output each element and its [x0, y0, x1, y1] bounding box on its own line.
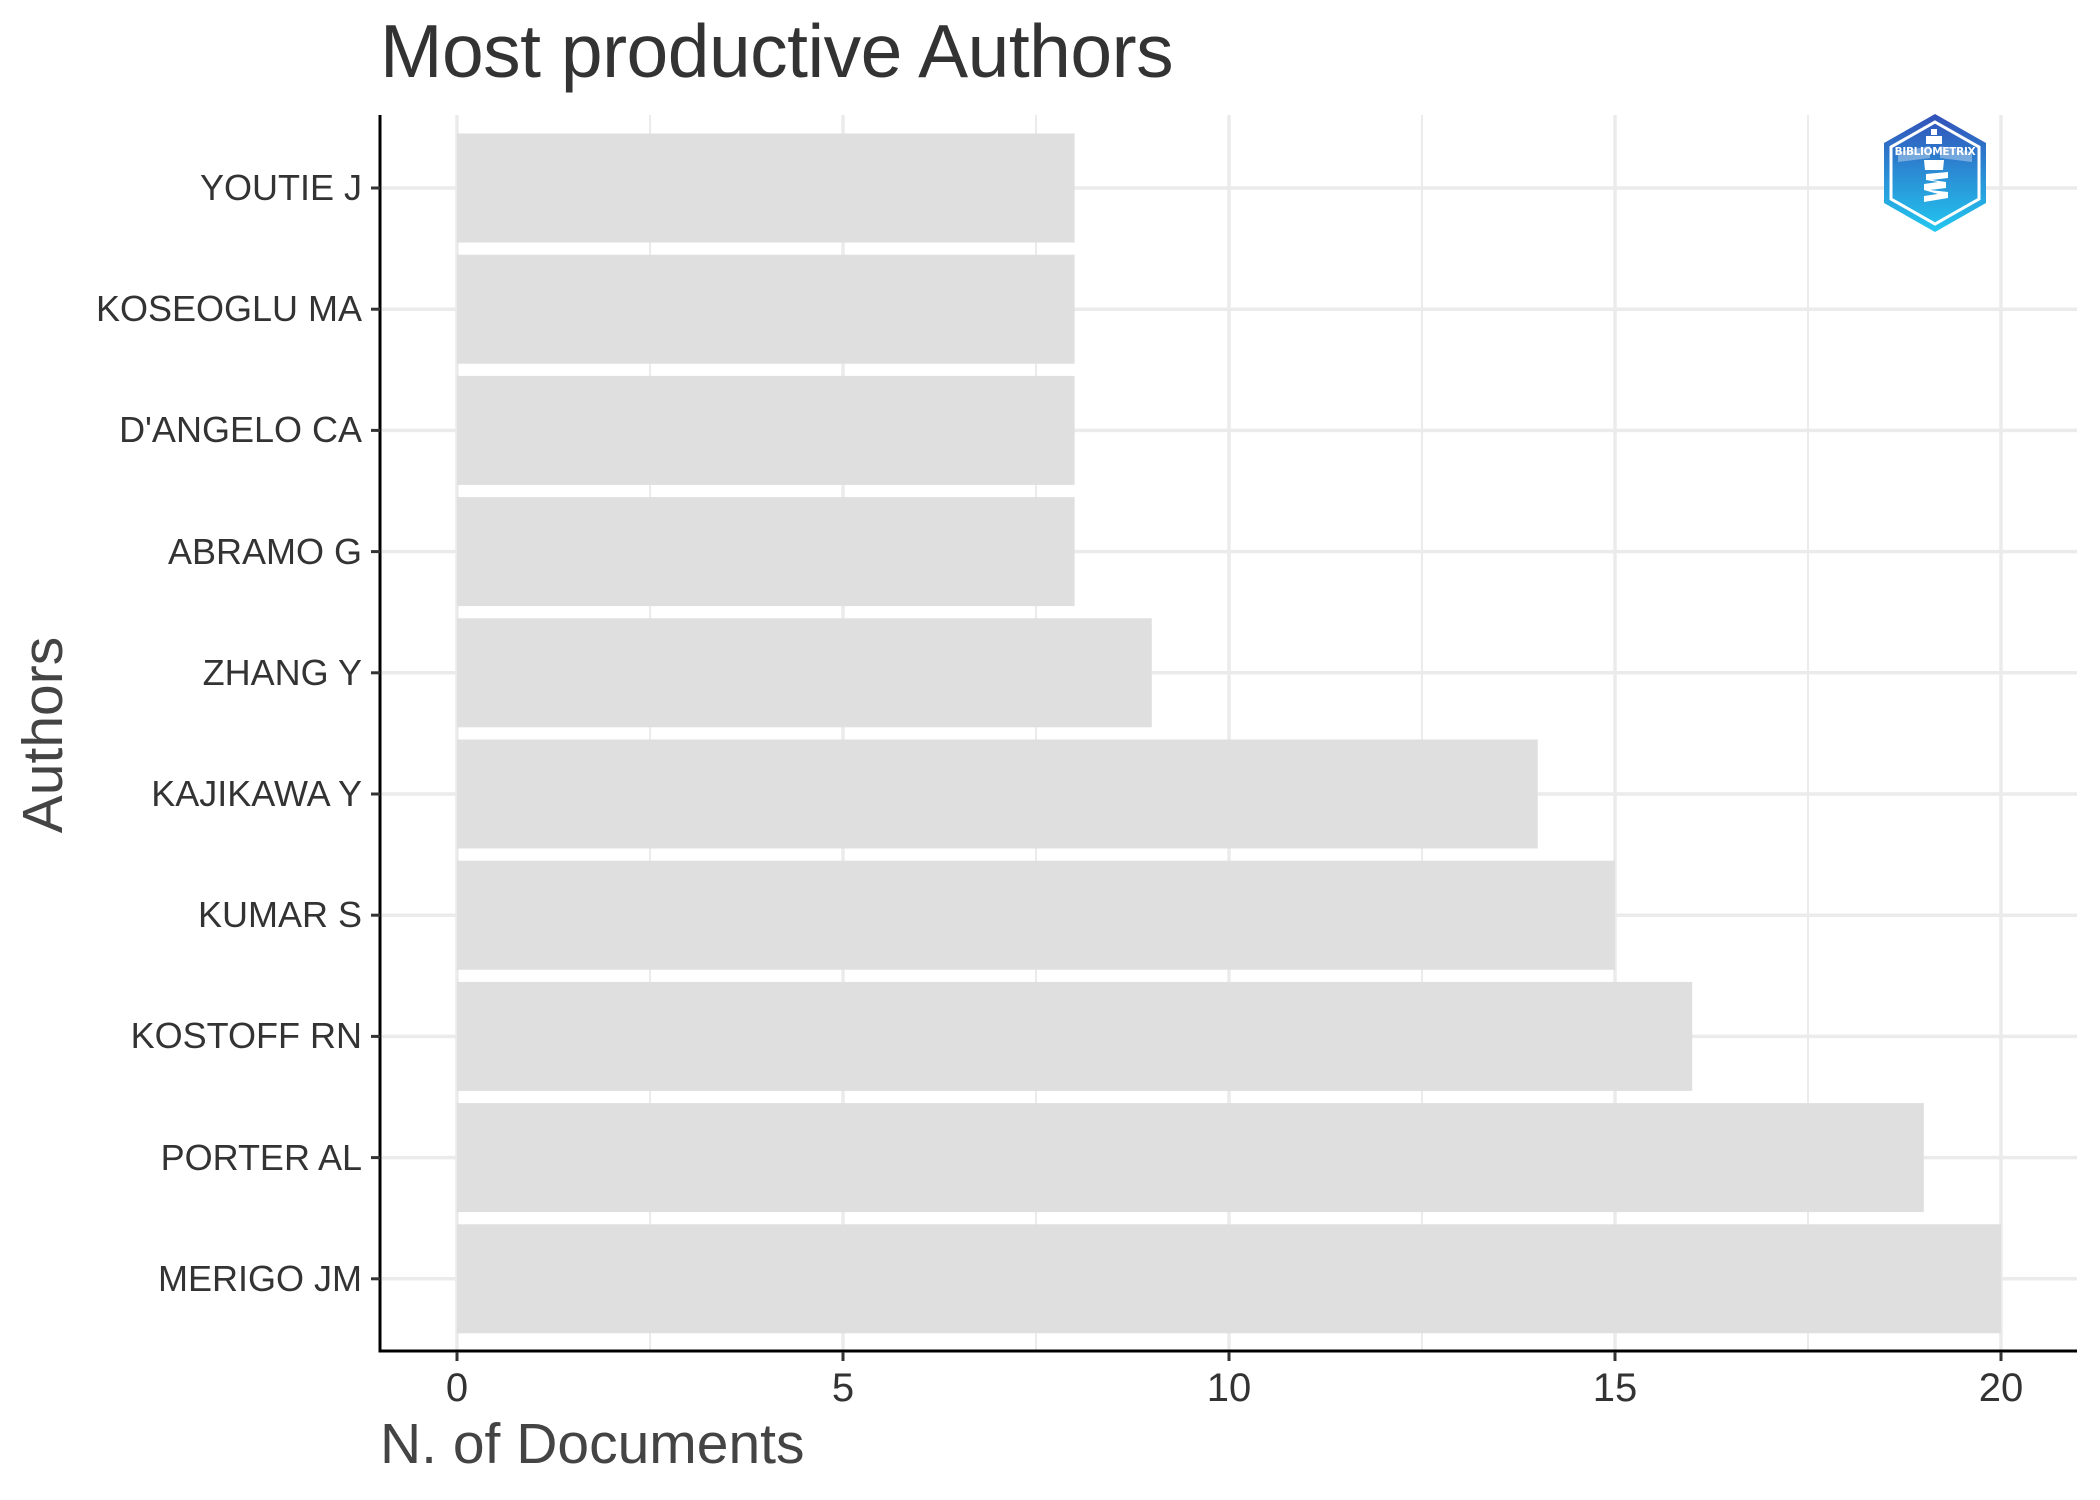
bar — [457, 981, 1693, 1091]
ticks — [371, 186, 2003, 1361]
y-tick-label: ZHANG Y — [202, 651, 362, 693]
bar — [457, 739, 1538, 849]
axes — [378, 115, 2077, 1353]
bars — [457, 133, 2001, 1334]
y-tick-label: KUMAR S — [197, 894, 362, 936]
y-tick-label: D'ANGELO CA — [119, 409, 362, 451]
bar — [457, 1103, 1924, 1213]
y-tick-label: PORTER AL — [160, 1136, 362, 1178]
y-tick-label: YOUTIE J — [199, 167, 362, 208]
y-tick-label: MERIGO JM — [158, 1257, 362, 1299]
y-tick-label: KOSTOFF RN — [130, 1015, 362, 1057]
bar — [457, 1224, 2001, 1334]
y-tick-label: KOSEOGLU MA — [95, 288, 362, 330]
bar — [457, 254, 1075, 364]
y-tick-label: KAJIKAWA Y — [151, 773, 362, 814]
bar — [457, 133, 1075, 243]
x-axis-title: N. of Documents — [380, 1412, 805, 1476]
x-tick-label: 20 — [1978, 1366, 2024, 1410]
svg-text:BIBLIOMETRIX: BIBLIOMETRIX — [1895, 146, 1976, 158]
x-tick-label: 10 — [1206, 1366, 1252, 1410]
x-tick-label: 15 — [1592, 1366, 1638, 1410]
bar — [457, 860, 1615, 970]
chart-title: Most productive Authors — [380, 9, 1174, 93]
bar — [457, 497, 1075, 607]
y-axis-title: Authors — [11, 636, 75, 834]
bibliometrix-logo-icon: BIBLIOMETRIX — [1880, 112, 1990, 234]
bar — [457, 618, 1152, 728]
x-tick-label: 5 — [831, 1366, 855, 1410]
y-tick-label: ABRAMO G — [167, 530, 362, 572]
bar — [457, 375, 1075, 485]
x-tick-label: 0 — [445, 1366, 469, 1410]
